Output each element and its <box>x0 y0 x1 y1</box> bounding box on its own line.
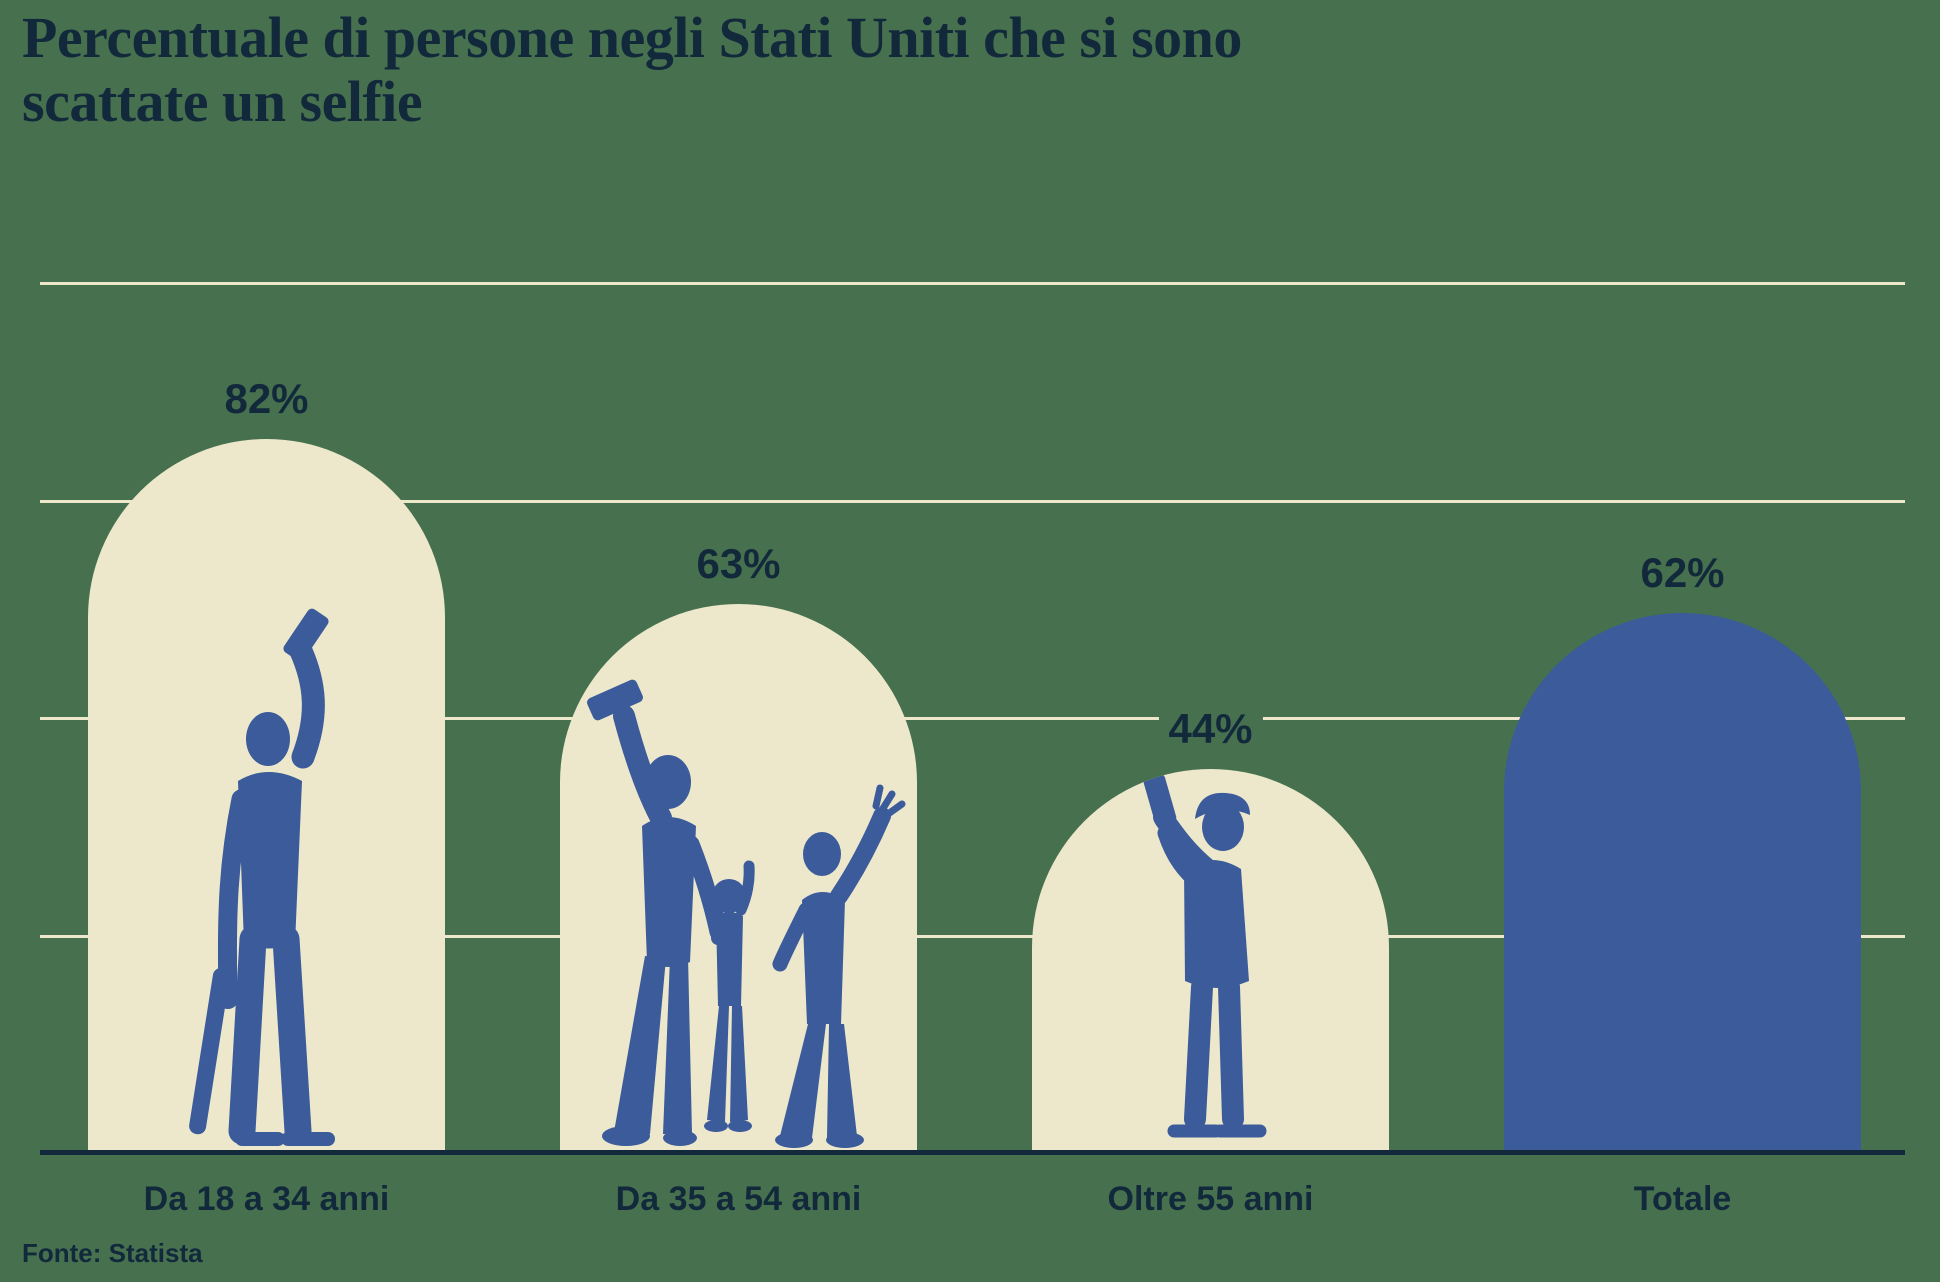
gridline-75pct <box>40 500 1905 503</box>
value-label: 44% <box>1158 703 1263 755</box>
bar-2-age-group <box>560 604 917 1152</box>
value-label: 63% <box>686 538 791 590</box>
title-line-2: scattate un selfie <box>22 68 423 134</box>
title-line-1: Percentuale di persone negli Stati Uniti… <box>22 5 1242 70</box>
bar-1-age-group <box>88 439 445 1152</box>
category-label: Totale <box>1633 1180 1732 1218</box>
page-title: Percentuale di persone negli Stati Uniti… <box>22 6 1242 134</box>
value-label: 82% <box>214 373 319 425</box>
gridline-25pct <box>40 935 1905 938</box>
source-credit: Fonte: Statista <box>22 1238 203 1268</box>
gridline-100pct <box>40 282 1905 285</box>
category-label: Oltre 55 anni <box>1107 1180 1314 1218</box>
value-label: 62% <box>1630 547 1735 599</box>
bar-3-age-group <box>1032 769 1389 1152</box>
x-axis-line <box>40 1150 1905 1155</box>
category-label: Da 35 a 54 anni <box>615 1180 862 1218</box>
gridline-50pct <box>40 717 1905 720</box>
bar-4-total <box>1504 613 1861 1152</box>
category-label: Da 18 a 34 anni <box>143 1180 390 1218</box>
